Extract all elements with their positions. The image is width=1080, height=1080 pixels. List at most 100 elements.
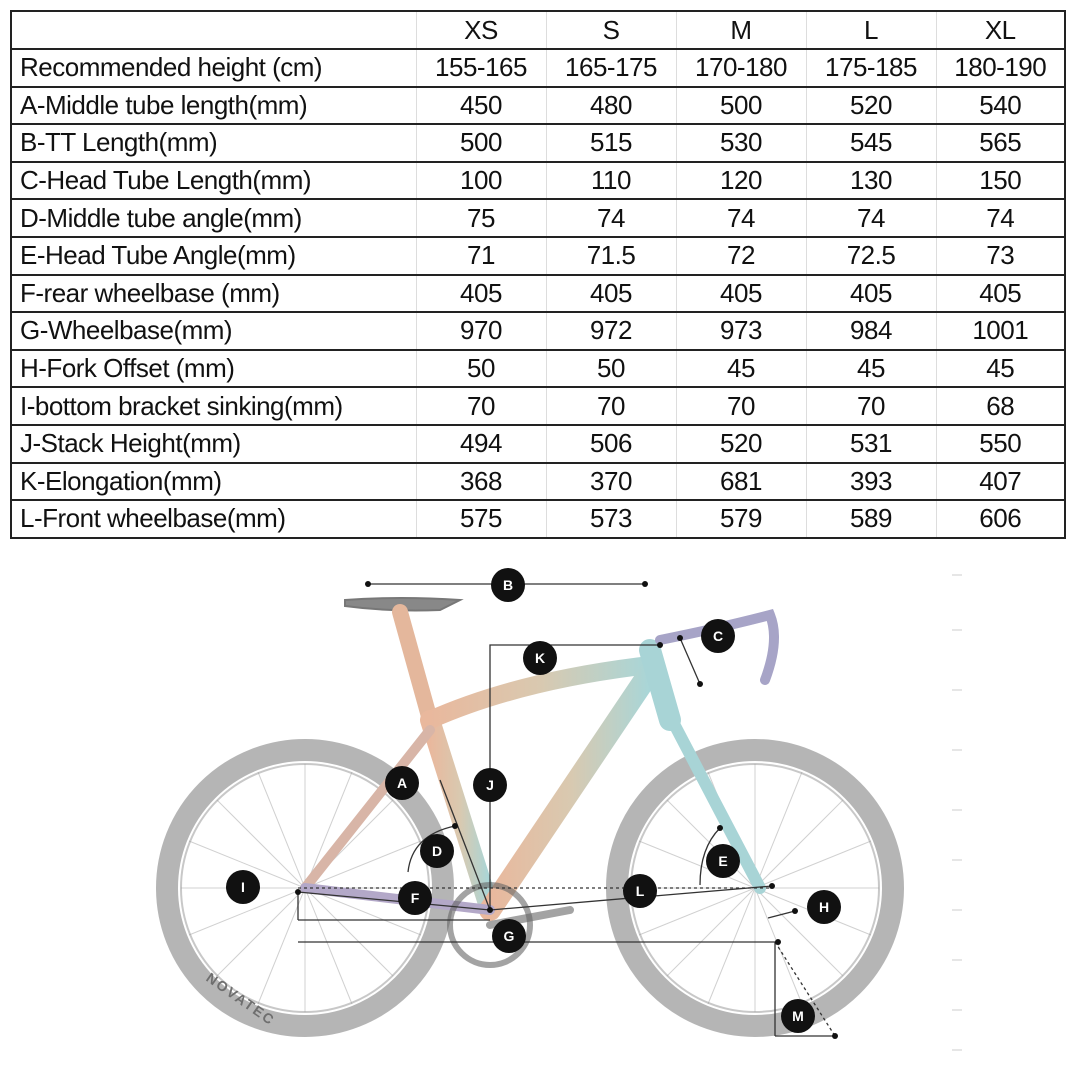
badge-g-circle [492,919,526,953]
cell-value: 500 [675,85,807,126]
column-header [10,10,417,50]
measurement-lines [297,583,836,1037]
row-label: C-Head Tube Length(mm) [10,160,417,201]
cell-value: 71 [415,235,547,276]
table-row: D-Middle tube angle(mm) 75 74 74 74 74 [10,198,1066,238]
badge-d-label: D [432,843,442,859]
cell-value: 70 [805,386,937,426]
cell-value: 72.5 [805,235,937,276]
row-label: I-bottom bracket sinking(mm) [10,386,417,426]
cell-value: 515 [545,123,677,163]
cell-value: 545 [805,123,937,163]
cell-value: 70 [545,386,677,426]
table-row: C-Head Tube Length(mm) 100 110 120 130 150 [10,160,1066,201]
cell-value: 573 [545,499,677,539]
column-header: S [545,10,677,50]
badge-l-circle [623,874,657,908]
cell-value: 370 [545,461,677,502]
bike-geometry-diagram: NOVATEC [156,568,962,1051]
cell-value: 70 [415,386,547,426]
cell-value: 45 [935,348,1066,389]
cell-value: 368 [415,461,547,502]
cell-value: 180-190 [935,48,1066,88]
cell-value: 75 [415,198,547,238]
column-header: L [805,10,937,50]
row-label: Recommended height (cm) [10,48,417,88]
cell-value: 984 [805,311,937,351]
column-header: XL [935,10,1066,50]
cell-value: 73 [935,235,1066,276]
cell-value: 100 [415,160,547,201]
row-label: K-Elongation(mm) [10,461,417,502]
badge-l-label: L [636,883,645,899]
column-header: XS [415,10,547,50]
badge-i-circle [226,870,260,904]
cell-value: 165-175 [545,48,677,88]
row-label: B-TT Length(mm) [10,123,417,163]
cell-value: 120 [675,160,807,201]
badge-k-circle [523,641,557,675]
column-header: M [675,10,807,50]
cell-value: 407 [935,461,1066,502]
cell-value: 550 [935,423,1066,464]
measurement-points [295,581,838,1039]
cell-value: 565 [935,123,1066,163]
cell-value: 50 [545,348,677,389]
badge-c-label: C [713,628,723,644]
cell-value: 520 [675,423,807,464]
badge-e-circle [706,844,740,878]
row-label: F-rear wheelbase (mm) [10,273,417,314]
cell-value: 68 [935,386,1066,426]
cell-value: 972 [545,311,677,351]
row-label: J-Stack Height(mm) [10,423,417,464]
table-row: E-Head Tube Angle(mm) 71 71.5 72 72.5 73 [10,235,1066,276]
row-label: E-Head Tube Angle(mm) [10,235,417,276]
cell-value: 74 [805,198,937,238]
cell-value: 500 [415,123,547,163]
table-row: J-Stack Height(mm) 494 506 520 531 550 [10,423,1066,464]
table-row: H-Fork Offset (mm) 50 50 45 45 45 [10,348,1066,389]
badge-i-label: I [241,879,245,895]
badge-c-circle [701,619,735,653]
badge-j-label: J [486,777,494,793]
cell-value: 405 [675,273,807,314]
cell-value: 480 [545,85,677,126]
cell-value: 393 [805,461,937,502]
badge-j-circle [473,768,507,802]
table-row: Recommended height (cm) 155-165 165-175 170… [10,48,1066,88]
badge-a-label: A [397,775,407,791]
cell-value: 170-180 [675,48,807,88]
badge-a-circle [385,766,419,800]
cell-value: 70 [675,386,807,426]
cell-value: 530 [675,123,807,163]
cell-value: 970 [415,311,547,351]
badge-e-label: E [718,853,727,869]
cell-value: 74 [935,198,1066,238]
cell-value: 45 [805,348,937,389]
badge-f-circle [398,881,432,915]
measurement-badges: B C K A J D E I F L H G M [226,568,841,1033]
cell-value: 74 [675,198,807,238]
cell-value: 405 [805,273,937,314]
cell-value: 531 [805,423,937,464]
cell-value: 520 [805,85,937,126]
badge-b-circle [491,568,525,602]
row-label: A-Middle tube length(mm) [10,85,417,126]
table-row: K-Elongation(mm) 368 370 681 393 407 [10,461,1066,502]
cell-value: 150 [935,160,1066,201]
cell-value: 110 [545,160,677,201]
table-row: I-bottom bracket sinking(mm) 70 70 70 70 68 [10,386,1066,426]
cell-value: 405 [415,273,547,314]
cell-value: 589 [805,499,937,539]
badge-d-circle [420,834,454,868]
cell-value: 175-185 [805,48,937,88]
cell-value: 575 [415,499,547,539]
badge-g-label: G [504,928,515,944]
table-row: F-rear wheelbase (mm) 405 405 405 405 405 [10,273,1066,314]
cell-value: 681 [675,461,807,502]
cell-value: 494 [415,423,547,464]
badge-f-label: F [411,890,420,906]
cell-value: 45 [675,348,807,389]
row-label: H-Fork Offset (mm) [10,348,417,389]
cell-value: 405 [545,273,677,314]
